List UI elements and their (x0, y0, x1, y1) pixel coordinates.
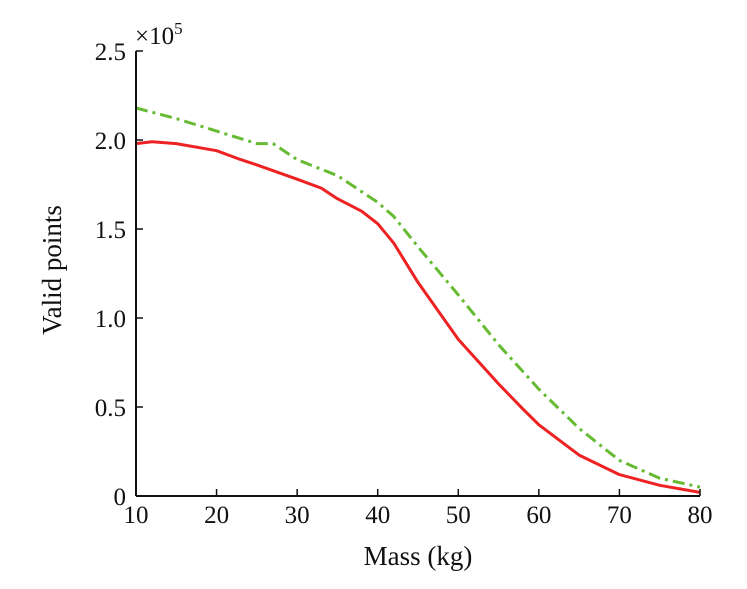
x-axis-title: Mass (kg) (364, 541, 473, 571)
y-tick-label: 0.5 (95, 395, 126, 422)
y-tick-label: 2.0 (95, 128, 126, 155)
series-line-red-solid (135, 140, 701, 494)
y-tick-label: 2.5 (95, 39, 126, 66)
x-tick-label: 30 (285, 502, 310, 529)
y-axis-title: Valid points (37, 205, 67, 335)
tick-labels: 10 20 30 40 50 60 70 80 0 0.5 1.0 1.5 2.0 2.5 (95, 39, 713, 529)
x-tick-label: 50 (446, 502, 471, 529)
x-tick-label: 70 (607, 502, 632, 529)
y-tick-label: 1.5 (95, 217, 126, 244)
series-line-green-dashdot (135, 106, 701, 489)
series-layer (135, 106, 701, 494)
y-tick-label: 0 (114, 484, 127, 511)
x-tick-label: 10 (124, 502, 149, 529)
y-tick-label: 1.0 (95, 306, 126, 333)
x-tick-label: 20 (204, 502, 229, 529)
x-tick-label: 60 (526, 502, 551, 529)
x-tick-label: 40 (365, 502, 390, 529)
y-axis-multiplier-base: ×10 (135, 23, 174, 50)
x-tick-label: 80 (688, 502, 713, 529)
y-axis-multiplier-exponent: 5 (174, 19, 183, 38)
axes (135, 50, 701, 497)
y-axis-multiplier: ×105 (135, 19, 183, 50)
